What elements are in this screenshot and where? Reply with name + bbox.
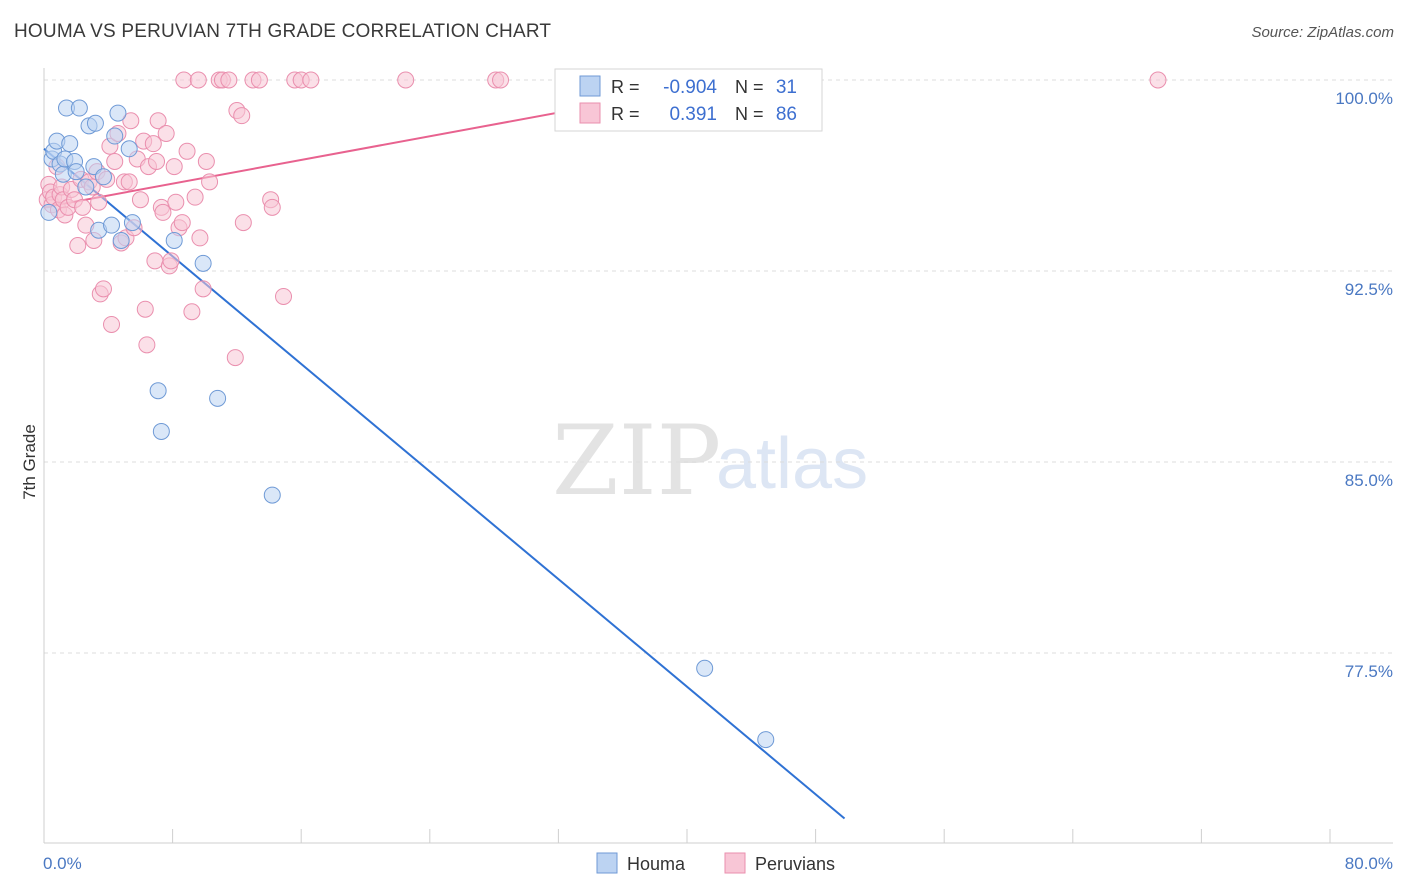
peruvians-point bbox=[74, 198, 92, 216]
peruvians-point bbox=[220, 71, 238, 89]
houma-point bbox=[109, 104, 127, 122]
peruvians-point bbox=[302, 71, 320, 89]
peruvians-point bbox=[138, 336, 156, 354]
peruvians-point bbox=[397, 71, 415, 89]
y-tick-label: 92.5% bbox=[1345, 280, 1393, 299]
houma-point bbox=[149, 382, 167, 400]
houma-point bbox=[209, 389, 227, 407]
houma-swatch bbox=[579, 75, 601, 97]
peruvians-point bbox=[144, 135, 162, 153]
peruvians-point bbox=[120, 173, 138, 191]
y-tick-label: 77.5% bbox=[1345, 662, 1393, 681]
chart-source: Source: ZipAtlas.com bbox=[1251, 24, 1394, 41]
watermark-atlas: atlas bbox=[716, 424, 868, 504]
houma-point bbox=[123, 214, 141, 232]
peruvians-point bbox=[250, 71, 268, 89]
houma-point bbox=[70, 99, 88, 117]
watermark: ZIP atlas bbox=[552, 405, 868, 517]
peruvians-r-value: 0.391 bbox=[669, 104, 717, 125]
peruvians-point bbox=[162, 252, 180, 270]
legend-houma-label: Houma bbox=[627, 854, 686, 874]
houma-point bbox=[194, 254, 212, 272]
peruvians-point bbox=[201, 173, 219, 191]
legend-houma-swatch bbox=[596, 852, 618, 874]
houma-point bbox=[67, 163, 85, 181]
houma-point bbox=[757, 731, 775, 749]
peruvians-point bbox=[106, 152, 124, 170]
peruvians-point bbox=[194, 280, 212, 298]
houma-point bbox=[696, 659, 714, 677]
peruvians-point bbox=[94, 280, 112, 298]
houma-point bbox=[152, 422, 170, 440]
peruvians-point bbox=[175, 71, 193, 89]
grid bbox=[44, 79, 1393, 654]
peruvians-swatch bbox=[579, 102, 601, 124]
legend-peruvians-swatch bbox=[724, 852, 746, 874]
peruvians-point bbox=[122, 112, 140, 130]
chart-title: HOUMA VS PERUVIAN 7TH GRADE CORRELATION … bbox=[14, 21, 552, 42]
houma-point bbox=[40, 203, 58, 221]
peruvians-point bbox=[136, 300, 154, 318]
peruvians-point bbox=[263, 198, 281, 216]
x-tick-label-min: 0.0% bbox=[43, 854, 82, 873]
houma-point bbox=[61, 135, 79, 153]
series-legend: Houma Peruvians bbox=[596, 852, 835, 874]
houma-point bbox=[103, 216, 121, 234]
houma-n-value: 31 bbox=[776, 77, 797, 98]
houma-point bbox=[106, 127, 124, 145]
peruvians-point bbox=[90, 193, 108, 211]
peruvians-point bbox=[186, 188, 204, 206]
houma-r-value: -0.904 bbox=[663, 77, 717, 98]
x-tick-label-max: 80.0% bbox=[1345, 854, 1393, 873]
peruvians-point bbox=[154, 203, 172, 221]
peruvians-point bbox=[197, 152, 215, 170]
houma-point bbox=[86, 114, 104, 132]
houma-point bbox=[94, 168, 112, 186]
peruvians-point bbox=[165, 158, 183, 176]
y-tick-label: 100.0% bbox=[1335, 89, 1393, 108]
houma-point bbox=[77, 178, 95, 196]
houma-n-label: N = bbox=[735, 77, 764, 97]
peruvians-point bbox=[149, 112, 167, 130]
data-points bbox=[38, 71, 1167, 749]
houma-point bbox=[263, 486, 281, 504]
peruvians-point bbox=[183, 303, 201, 321]
peruvians-point bbox=[275, 287, 293, 305]
peruvians-point bbox=[233, 107, 251, 125]
peruvians-point bbox=[148, 152, 166, 170]
peruvians-n-value: 86 bbox=[776, 104, 797, 125]
peruvians-point bbox=[178, 142, 196, 160]
peruvians-point bbox=[69, 237, 87, 255]
peruvians-point bbox=[191, 229, 209, 247]
peruvians-point bbox=[1149, 71, 1167, 89]
y-tick-labels: 100.0% 92.5% 85.0% 77.5% bbox=[1335, 89, 1393, 681]
peruvians-n-label: N = bbox=[735, 104, 764, 124]
houma-point bbox=[112, 231, 130, 249]
peruvians-point bbox=[146, 252, 164, 270]
stats-legend: R = -0.904 N = 31 R = 0.391 N = 86 bbox=[554, 68, 823, 132]
houma-r-label: R = bbox=[611, 77, 640, 97]
y-axis-title: 7th Grade bbox=[20, 424, 39, 500]
peruvians-point bbox=[492, 71, 510, 89]
watermark-zip: ZIP bbox=[552, 405, 721, 517]
peruvians-point bbox=[173, 214, 191, 232]
legend-peruvians-label: Peruvians bbox=[755, 854, 835, 874]
peruvians-point bbox=[167, 193, 185, 211]
peruvians-r-label: R = bbox=[611, 104, 640, 124]
peruvians-point bbox=[157, 124, 175, 142]
peruvians-point bbox=[103, 315, 121, 333]
houma-point bbox=[120, 140, 138, 158]
peruvians-point bbox=[234, 214, 252, 232]
peruvians-point bbox=[131, 191, 149, 209]
peruvians-point bbox=[189, 71, 207, 89]
houma-point bbox=[165, 231, 183, 249]
y-tick-label: 85.0% bbox=[1345, 471, 1393, 490]
peruvians-point bbox=[226, 349, 244, 367]
